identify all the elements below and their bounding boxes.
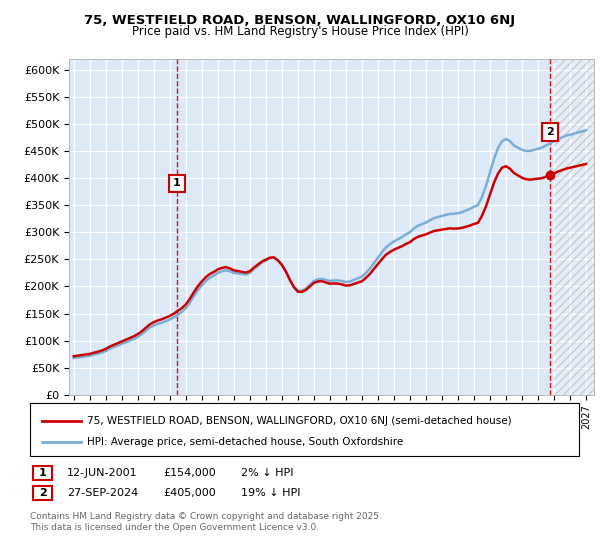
Text: £154,000: £154,000 (163, 468, 216, 478)
Text: 2: 2 (39, 488, 46, 498)
Text: 1: 1 (173, 179, 181, 189)
Text: HPI: Average price, semi-detached house, South Oxfordshire: HPI: Average price, semi-detached house,… (87, 436, 403, 446)
Text: Price paid vs. HM Land Registry's House Price Index (HPI): Price paid vs. HM Land Registry's House … (131, 25, 469, 38)
Text: 2% ↓ HPI: 2% ↓ HPI (241, 468, 294, 478)
Bar (554, 59, 594, 395)
Text: Contains HM Land Registry data © Crown copyright and database right 2025.
This d: Contains HM Land Registry data © Crown c… (30, 512, 382, 532)
Text: 1: 1 (39, 468, 46, 478)
Text: 75, WESTFIELD ROAD, BENSON, WALLINGFORD, OX10 6NJ (semi-detached house): 75, WESTFIELD ROAD, BENSON, WALLINGFORD,… (87, 416, 512, 426)
Text: 75, WESTFIELD ROAD, BENSON, WALLINGFORD, OX10 6NJ: 75, WESTFIELD ROAD, BENSON, WALLINGFORD,… (85, 14, 515, 27)
Text: £405,000: £405,000 (163, 488, 216, 498)
Text: 2: 2 (546, 127, 554, 137)
Text: 12-JUN-2001: 12-JUN-2001 (67, 468, 138, 478)
Bar (554, 59, 594, 395)
Text: 19% ↓ HPI: 19% ↓ HPI (241, 488, 301, 498)
Text: 27-SEP-2024: 27-SEP-2024 (67, 488, 139, 498)
